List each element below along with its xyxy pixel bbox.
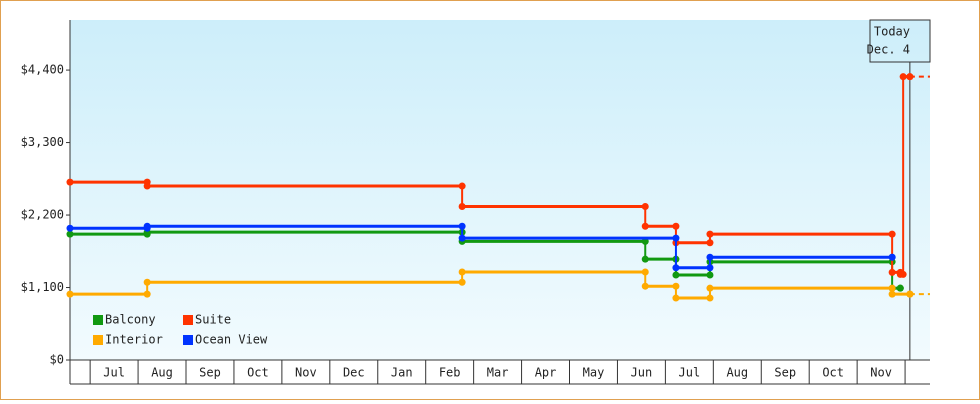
step-end-dot: [672, 234, 680, 242]
point: [641, 222, 649, 230]
step-end-dot: [458, 278, 466, 286]
point: [672, 294, 680, 302]
today-label: Dec. 4: [867, 43, 910, 57]
plot-area: [70, 20, 930, 360]
x-tick-label: Oct: [822, 366, 844, 380]
step-end-dot: [641, 202, 649, 210]
point: [66, 230, 74, 238]
point: [899, 73, 907, 81]
x-tick-label: Mar: [487, 366, 509, 380]
point: [672, 264, 680, 272]
x-tick-label: Apr: [535, 366, 557, 380]
step-end-dot: [706, 294, 714, 302]
y-tick-label: $3,300: [21, 135, 64, 149]
x-tick-label: May: [583, 366, 605, 380]
x-tick-label: Nov: [870, 366, 892, 380]
point: [896, 270, 904, 278]
step-end-dot: [672, 222, 680, 230]
y-tick-label: $2,200: [21, 208, 64, 222]
point: [641, 282, 649, 290]
y-tick-label: $1,100: [21, 280, 64, 294]
x-tick-label: Jun: [631, 366, 653, 380]
point: [458, 202, 466, 210]
step-end-dot: [458, 182, 466, 190]
step-end-dot: [706, 264, 714, 272]
legend-label: Interior: [105, 333, 163, 347]
x-tick-label: Jul: [679, 366, 701, 380]
x-tick-label: Feb: [439, 366, 461, 380]
point: [672, 271, 680, 279]
legend-swatch: [183, 335, 193, 345]
point: [906, 290, 914, 298]
point: [66, 290, 74, 298]
point: [706, 284, 714, 292]
step-end-dot: [706, 271, 714, 279]
x-tick-label: Aug: [151, 366, 173, 380]
step-end-dot: [458, 222, 466, 230]
point: [896, 284, 904, 292]
point: [143, 222, 151, 230]
step-end-dot: [888, 284, 896, 292]
step-end-dot: [672, 282, 680, 290]
point: [706, 253, 714, 261]
point: [906, 73, 914, 81]
y-tick-label: $0: [50, 353, 64, 367]
x-tick-label: Dec: [343, 366, 365, 380]
x-tick-label: Aug: [726, 366, 748, 380]
point: [458, 234, 466, 242]
today-box: [869, 19, 931, 63]
x-tick-label: Nov: [295, 366, 317, 380]
x-tick-label: Oct: [247, 366, 269, 380]
x-tick-label: Jan: [391, 366, 413, 380]
point: [888, 268, 896, 276]
step-end-dot: [888, 230, 896, 238]
point: [143, 278, 151, 286]
point: [706, 230, 714, 238]
legend-label: Suite: [195, 313, 231, 327]
legend-swatch: [93, 315, 103, 325]
point: [66, 178, 74, 186]
step-end-dot: [641, 237, 649, 245]
y-tick-label: $4,400: [21, 63, 64, 77]
step-end-dot: [641, 268, 649, 276]
point: [66, 224, 74, 232]
point: [888, 290, 896, 298]
legend-swatch: [93, 335, 103, 345]
x-tick-label: Jul: [103, 366, 125, 380]
step-end-dot: [706, 239, 714, 247]
point: [888, 253, 896, 261]
point: [143, 182, 151, 190]
today-label: Today: [874, 25, 910, 39]
point: [458, 268, 466, 276]
step-end-dot: [143, 290, 151, 298]
point: [641, 255, 649, 263]
x-tick-label: Sep: [199, 366, 221, 380]
x-tick-label: Sep: [774, 366, 796, 380]
legend-label: Balcony: [105, 313, 156, 327]
legend-swatch: [183, 315, 193, 325]
legend-label: Ocean View: [195, 333, 268, 347]
